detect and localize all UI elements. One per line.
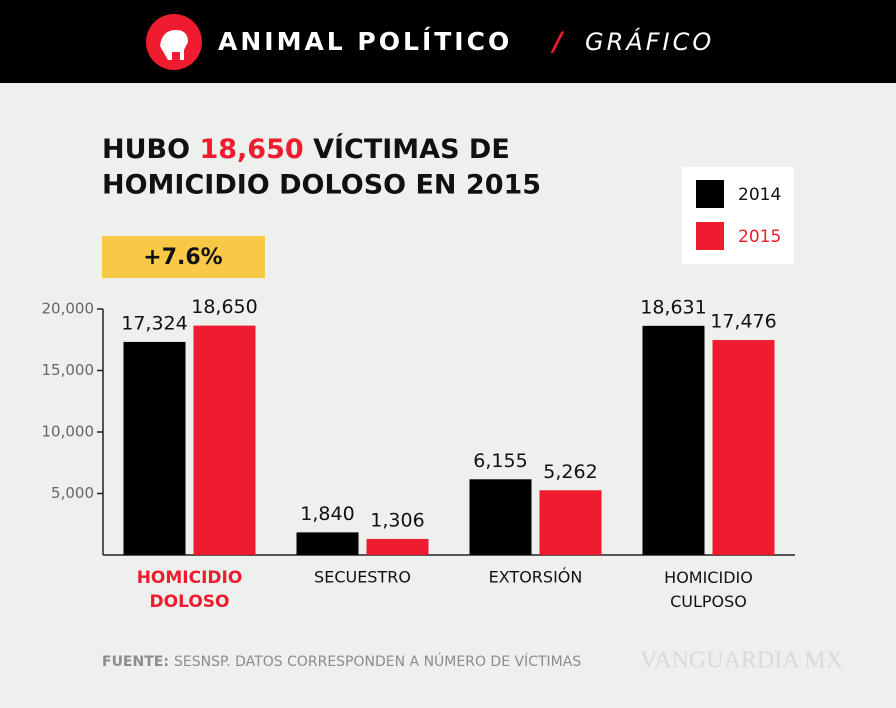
- chart-title: HUBO 18,650 VÍCTIMAS DE: [102, 133, 510, 165]
- legend-swatch: [696, 180, 724, 208]
- chart-title: HOMICIDIO DOLOSO EN 2015: [102, 170, 541, 201]
- bar: [123, 341, 186, 555]
- logo-icon: [160, 30, 188, 60]
- title-highlight: 18,650: [199, 134, 303, 165]
- value-label: 18,631: [640, 296, 706, 318]
- x-tick-label: SECUESTRO: [314, 568, 411, 587]
- y-tick-label: 10,000: [42, 423, 95, 441]
- value-label: 17,476: [710, 311, 776, 333]
- bar: [366, 538, 429, 555]
- annotation-box: [102, 236, 265, 278]
- bar: [469, 479, 532, 555]
- bar: [539, 490, 602, 555]
- bar: [193, 325, 256, 555]
- value-label: 5,262: [543, 461, 597, 483]
- source: SESNSP. DATOS CORRESPONDEN A NÚMERO DE V…: [174, 652, 581, 670]
- legend-swatch: [696, 222, 724, 250]
- y-tick-label: 20,000: [42, 300, 95, 318]
- legend-label: 2015: [738, 227, 781, 247]
- x-tick-label: HOMICIDIO DOLOSO: [137, 568, 243, 612]
- title-part: VÍCTIMAS DE: [313, 133, 510, 165]
- source-label: FUENTE:: [102, 654, 169, 670]
- separator: /: [550, 28, 565, 58]
- section: GRÁFICO: [585, 27, 714, 56]
- bar: [642, 325, 705, 555]
- value-label: 6,155: [473, 450, 527, 472]
- y-tick-label: 15,000: [42, 361, 95, 379]
- bar: [712, 340, 775, 555]
- brand: ANIMAL POLÍTICO: [218, 27, 512, 56]
- x-tick-label: HOMICIDIO CULPOSO: [664, 568, 753, 611]
- value-label: 18,650: [191, 296, 257, 318]
- value-label: 1,306: [370, 509, 424, 531]
- value-label: 1,840: [300, 503, 354, 525]
- y-tick-label: 5,000: [51, 484, 94, 502]
- watermark: VANGUARDIA MX: [640, 648, 843, 674]
- value-label: 17,324: [121, 312, 187, 334]
- bar: [296, 532, 359, 555]
- annotation: +7.6%: [143, 245, 222, 270]
- legend-label: 2014: [738, 185, 781, 205]
- x-tick-label: EXTORSIÓN: [489, 568, 583, 587]
- title-part: HUBO: [102, 134, 190, 165]
